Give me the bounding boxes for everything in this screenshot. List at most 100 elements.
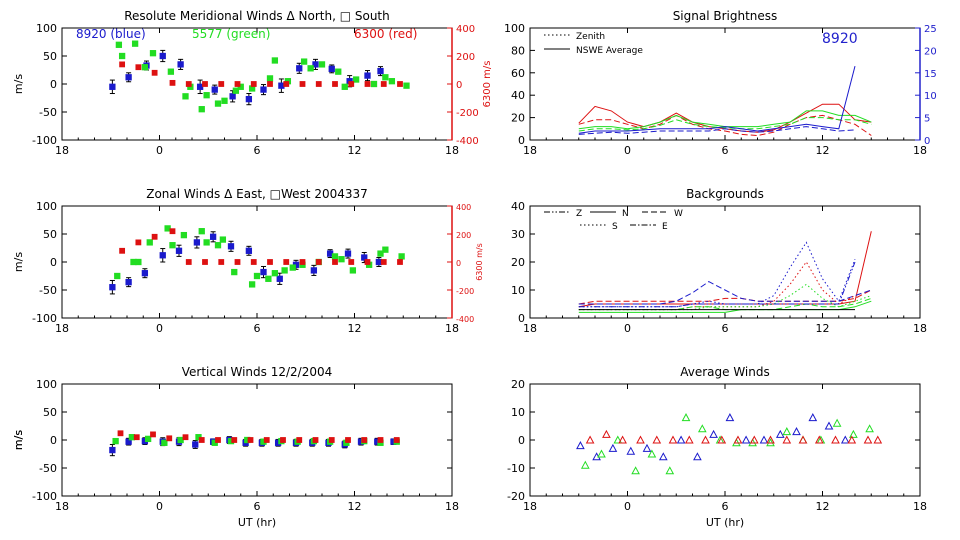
data-point	[202, 259, 208, 265]
data-point	[701, 435, 710, 444]
data-point	[693, 452, 702, 461]
data-point	[709, 429, 718, 438]
x-tick-label: 6	[254, 500, 261, 513]
data-point	[364, 259, 371, 265]
data-point	[260, 268, 267, 276]
y-axis-label: m/s	[12, 74, 25, 94]
data-point	[652, 435, 662, 444]
data-point	[361, 437, 368, 443]
chart-title: Vertical Winds 12/2/2004	[182, 365, 333, 379]
y-tick-label: 20	[511, 378, 525, 391]
y-tick-label: -100	[32, 490, 57, 503]
data-point	[169, 242, 176, 249]
chart-title: Resolute Meridional Winds Δ North, □ Sou…	[124, 9, 390, 23]
data-point	[658, 452, 668, 461]
data-point	[608, 443, 618, 452]
annotation-label: 5577 (green)	[192, 27, 270, 41]
x-tick-label: 12	[816, 322, 830, 335]
x-tick-label: 12	[348, 144, 362, 157]
data-point	[647, 449, 657, 458]
series-line	[578, 283, 872, 311]
y-tick-label: 20	[511, 112, 525, 125]
x-tick-label: 18	[55, 322, 69, 335]
data-point	[151, 69, 158, 76]
data-point	[328, 437, 335, 443]
data-point	[180, 231, 188, 239]
data-point	[151, 233, 158, 240]
data-point	[733, 435, 743, 444]
series-line	[578, 289, 872, 305]
x-tick-label: 6	[722, 322, 729, 335]
data-point	[749, 435, 759, 444]
data-point	[247, 437, 254, 443]
data-point	[150, 431, 156, 438]
data-point	[219, 236, 227, 243]
y-tick-label: 10	[511, 284, 525, 297]
data-point	[580, 460, 590, 469]
data-point	[344, 250, 352, 257]
data-point	[626, 446, 636, 455]
data-point	[177, 61, 184, 68]
data-point	[135, 239, 142, 246]
y2-tick-label: 400	[456, 203, 471, 212]
legend-label: Zenith	[576, 32, 605, 42]
data-point	[398, 253, 405, 260]
data-point	[315, 81, 322, 87]
data-point	[676, 435, 686, 444]
data-point	[115, 41, 123, 48]
data-point	[265, 275, 272, 282]
y2-tick-label: -200	[456, 287, 474, 296]
data-point	[135, 64, 142, 71]
data-point	[349, 267, 357, 274]
x-tick-label: 18	[445, 500, 459, 513]
x-tick-label: 0	[624, 500, 631, 513]
y-tick-label: 0	[50, 434, 57, 447]
data-point	[766, 435, 775, 444]
series-line	[578, 281, 872, 305]
data-point	[798, 435, 808, 444]
y2-tick-label: 15	[924, 69, 937, 80]
series-line	[578, 117, 872, 132]
data-point	[245, 247, 253, 254]
data-point	[125, 438, 132, 445]
data-point	[133, 434, 140, 441]
series-line	[578, 261, 856, 311]
data-point	[218, 259, 225, 265]
chart-title: Average Winds	[680, 365, 770, 379]
x-tick-label: 6	[254, 322, 261, 335]
data-point	[300, 58, 308, 65]
data-point	[211, 86, 218, 93]
data-point	[602, 429, 611, 438]
x-axis-label: UT (hr)	[238, 516, 276, 529]
data-point	[377, 437, 384, 443]
y-tick-label: 0	[518, 134, 525, 147]
annotation-label: 6300 (red)	[354, 27, 417, 41]
y-tick-label: 0	[518, 312, 525, 325]
data-point	[144, 435, 152, 443]
data-point	[697, 424, 707, 433]
data-point	[203, 92, 210, 99]
y2-tick-label: 0	[924, 136, 930, 147]
y-tick-label: 40	[511, 89, 525, 102]
data-point	[229, 93, 236, 100]
data-point	[128, 434, 136, 441]
data-point	[263, 437, 270, 443]
data-point	[169, 228, 176, 235]
x-tick-label: 12	[816, 500, 830, 513]
data-point	[332, 81, 338, 87]
y-tick-label: 0	[518, 434, 525, 447]
x-tick-label: 18	[55, 500, 69, 513]
data-point	[348, 81, 355, 87]
data-point	[335, 68, 342, 75]
data-point	[597, 449, 606, 458]
data-point	[668, 435, 678, 444]
y2-tick-label: 0	[456, 80, 462, 91]
data-point	[227, 243, 235, 250]
data-point	[283, 81, 290, 87]
series-line	[578, 300, 872, 313]
data-point	[159, 252, 166, 259]
data-point	[782, 435, 792, 444]
data-point	[125, 74, 132, 81]
data-point	[847, 435, 857, 444]
x-tick-label: 12	[816, 144, 830, 157]
